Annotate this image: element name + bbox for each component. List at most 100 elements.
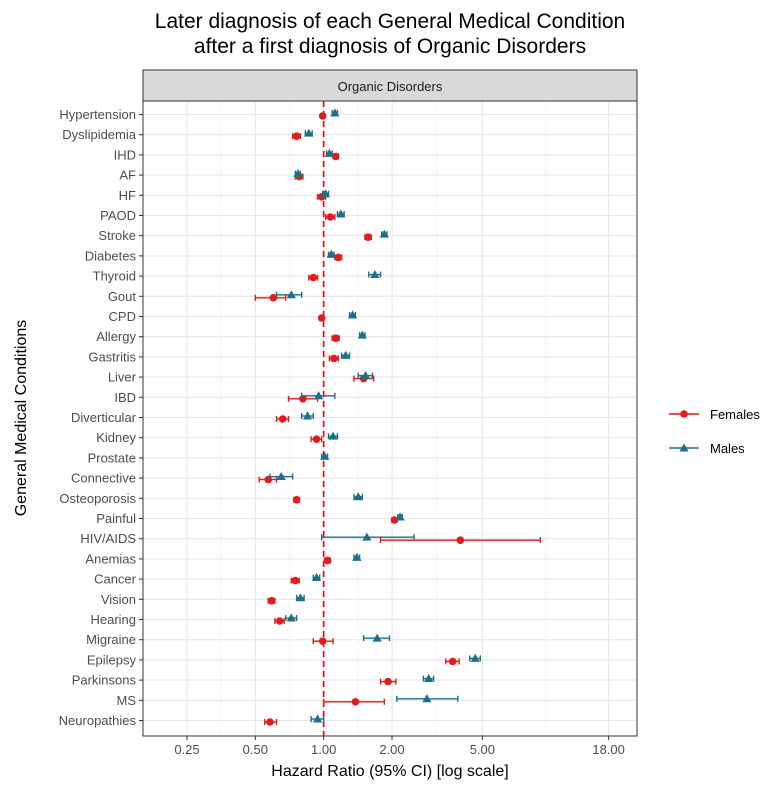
males-point (347, 310, 358, 319)
y-tick-label: Hypertension (59, 107, 136, 122)
y-tick-label: Neuropathies (59, 713, 137, 728)
y-tick-label: Cancer (94, 572, 137, 587)
males-point (422, 694, 432, 703)
x-axis: 0.25 0.50 1.00 2.00 5.00 18.00 (174, 736, 625, 757)
y-tick-label: Kidney (96, 430, 136, 445)
y-tick-label: Migraine (86, 632, 136, 647)
males-point (324, 148, 335, 157)
females-point (448, 657, 457, 666)
y-tick-label: Epilepsy (87, 652, 137, 667)
y-tick-label: Thyroid (93, 269, 136, 284)
females-point (278, 415, 287, 423)
chart-title-line-2: after a first diagnosis of Organic Disor… (194, 35, 586, 58)
y-tick-label: Connective (71, 471, 136, 486)
y-tick-label: Gout (108, 289, 137, 304)
x-tick-label: 0.25 (174, 742, 199, 757)
males-point (286, 290, 296, 299)
females-point (331, 152, 340, 161)
females-point (331, 334, 340, 343)
y-tick-label: Dyslipidemia (62, 127, 136, 142)
males-point (293, 169, 303, 178)
females-point (269, 294, 278, 302)
females-point (390, 516, 399, 524)
y-axis: Hypertension Dyslipidemia IHD AF HF PAOD Strok… (59, 107, 143, 728)
females-point (292, 132, 301, 140)
males-point (330, 108, 340, 117)
males-point (361, 371, 371, 380)
females-point (291, 576, 300, 585)
x-tick-label: 0.50 (243, 742, 268, 757)
y-tick-label: Allergy (96, 329, 136, 344)
males-point (357, 330, 367, 339)
females-point (351, 698, 360, 706)
y-tick-label: Stroke (98, 228, 136, 243)
males-point (362, 532, 372, 541)
legend-males-label: Males (710, 441, 745, 456)
y-tick-label: MS (117, 693, 137, 708)
y-tick-label: Osteoporosis (59, 491, 136, 506)
y-tick-label: Painful (96, 511, 136, 526)
legend-females-marker (680, 410, 688, 418)
females-point (312, 435, 321, 444)
females-point (323, 556, 332, 565)
y-axis-title: General Medical Conditions (13, 320, 30, 517)
facet-strip-label: Organic Disorders (338, 79, 443, 94)
y-tick-label: IBD (114, 390, 136, 405)
males-point (352, 552, 362, 561)
females-point (275, 617, 284, 625)
males-point (276, 472, 286, 481)
legend-males-marker (679, 443, 689, 452)
males-point (372, 633, 382, 642)
males-point (353, 492, 363, 501)
y-tick-label: Prostate (88, 450, 136, 465)
y-tick-label: CPD (109, 309, 136, 324)
males-point (379, 229, 389, 238)
x-tick-label: 18.00 (592, 742, 625, 757)
series-layer (254, 108, 541, 726)
y-tick-label: Diabetes (85, 248, 137, 263)
males-point (341, 350, 351, 359)
x-axis-title: Hazard Ratio (95% CI) [log scale] (271, 763, 508, 780)
x-tick-label: 2.00 (379, 742, 404, 757)
legend-females-label: Females (710, 407, 760, 422)
males-point (320, 451, 330, 460)
y-tick-label: Gastritis (88, 349, 136, 364)
y-tick-label: Parkinsons (72, 673, 137, 688)
y-tick-label: Hearing (90, 612, 136, 627)
females-point (309, 273, 318, 282)
females-point (384, 677, 392, 686)
males-point (470, 653, 480, 662)
chart-title-line-1: Later diagnosis of each General Medical … (155, 10, 625, 33)
y-tick-label: Vision (101, 592, 136, 607)
y-tick-label: IHD (114, 147, 136, 162)
females-point (317, 314, 326, 322)
y-tick-label: Liver (108, 370, 137, 385)
plot-panel (142, 100, 638, 737)
plot-panel-border (142, 100, 638, 737)
males-point (336, 209, 346, 218)
grid-major (143, 101, 637, 736)
females-point (326, 213, 335, 221)
males-point (395, 512, 405, 521)
males-point (304, 128, 314, 137)
males-point (312, 714, 323, 723)
males-point (295, 593, 306, 602)
females-point (456, 536, 465, 544)
facet-strip (142, 69, 638, 102)
males-point (328, 431, 338, 440)
y-tick-label: HIV/AIDS (80, 531, 136, 546)
females-point (318, 637, 327, 645)
females-point (267, 597, 276, 605)
males-point (314, 391, 324, 400)
males-point (326, 249, 336, 258)
females-point (330, 354, 338, 363)
females-point (364, 233, 372, 241)
males-point (286, 613, 296, 622)
y-tick-label: PAOD (100, 208, 136, 223)
males-point (424, 674, 434, 683)
females-point (292, 496, 301, 504)
females-point (266, 718, 274, 726)
y-tick-label: HF (119, 188, 136, 203)
y-tick-label: Diverticular (71, 410, 137, 425)
